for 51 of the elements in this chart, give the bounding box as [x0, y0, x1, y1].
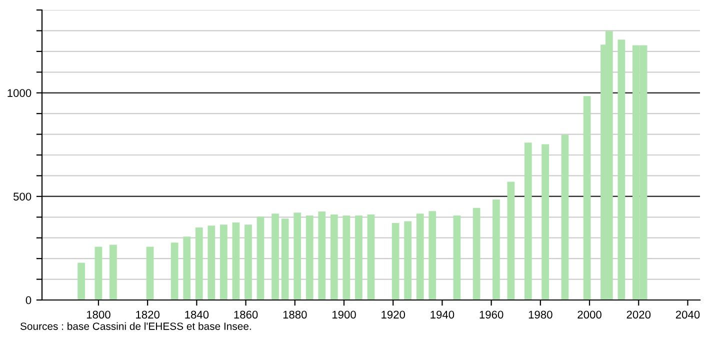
bar: [78, 262, 85, 300]
bar: [367, 214, 375, 300]
bar: [542, 144, 550, 300]
bar: [281, 218, 289, 300]
bar: [524, 142, 532, 300]
x-tick-label: 1800: [86, 310, 110, 319]
bar: [561, 134, 569, 300]
x-tick-label: 2000: [578, 310, 602, 319]
x-tick-label: 1920: [382, 310, 406, 319]
source-note: Sources : base Cassini de l'EHESS et base Insee.: [20, 322, 251, 330]
bar: [110, 244, 117, 300]
bar: [232, 222, 240, 300]
x-tick-label: 1900: [332, 310, 356, 319]
bar: [146, 246, 154, 300]
y-tick-label: 0: [26, 296, 32, 304]
x-tick-label: 1840: [185, 310, 209, 319]
bar: [507, 182, 515, 300]
bar: [195, 228, 203, 300]
bar: [220, 224, 228, 300]
x-tick-label: 1940: [430, 310, 454, 319]
x-tick-label: 1860: [234, 310, 258, 319]
x-tick-label: 2040: [676, 310, 700, 319]
bar: [392, 222, 400, 300]
bar: [272, 214, 279, 300]
bar: [256, 216, 264, 300]
bar: [404, 221, 412, 300]
bar: [330, 214, 338, 300]
bar: [94, 246, 102, 300]
x-tick-label: 2020: [626, 310, 651, 319]
bar: [472, 208, 480, 300]
x-tick-label: 1960: [480, 310, 504, 319]
bar: [318, 212, 326, 300]
bar: [428, 211, 436, 300]
bar: [416, 214, 424, 300]
y-tick-label: 1000: [8, 89, 32, 97]
bar: [492, 200, 500, 300]
bar: [583, 96, 591, 300]
bar: [244, 224, 252, 300]
y-tick-label: 500: [13, 192, 32, 201]
bar: [355, 215, 362, 300]
bar: [208, 226, 216, 300]
x-tick-label: 1820: [136, 310, 160, 319]
bar: [170, 242, 178, 300]
bar: [453, 215, 461, 300]
x-tick-label: 1980: [528, 310, 552, 319]
x-tick-label: 1880: [283, 310, 307, 319]
bar: [183, 236, 191, 300]
bar: [618, 40, 626, 300]
bar: [342, 215, 350, 300]
bar: [306, 215, 314, 300]
bar: [294, 212, 302, 300]
